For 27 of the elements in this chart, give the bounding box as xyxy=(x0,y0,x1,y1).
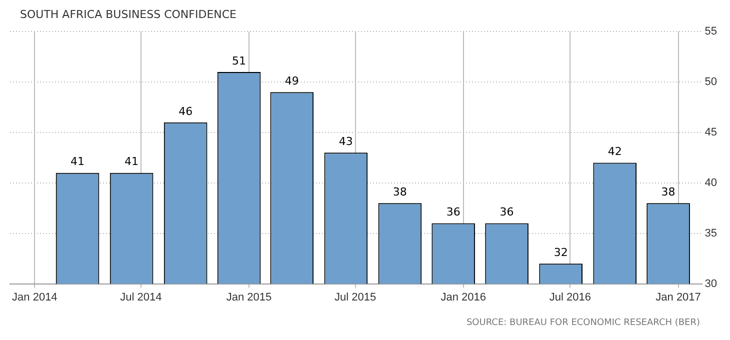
y-tick-label: 50 xyxy=(704,76,718,88)
y-tick-label: 30 xyxy=(704,278,718,290)
x-tick-label: Jan 2016 xyxy=(440,291,486,304)
data-label: 41 xyxy=(70,155,85,168)
data-label: 49 xyxy=(284,74,299,88)
data-label: 32 xyxy=(554,246,568,259)
data-label: 43 xyxy=(338,135,353,148)
data-label: 38 xyxy=(661,185,676,198)
y-tick-label: 35 xyxy=(704,227,718,240)
x-tick-label: Jul 2016 xyxy=(549,291,592,304)
y-tick-label: 40 xyxy=(704,176,718,189)
x-tick-label: Jul 2014 xyxy=(120,291,162,304)
data-label: 36 xyxy=(446,206,460,219)
data-label: 46 xyxy=(178,104,193,118)
x-tick-label: Jan 2014 xyxy=(12,291,58,304)
x-tick-label: Jan 2017 xyxy=(656,291,701,304)
source-note: SOURCE: BUREAU FOR ECONOMIC RESEARCH (BER) xyxy=(466,318,700,328)
data-label: 36 xyxy=(500,206,514,219)
data-label: 38 xyxy=(392,185,407,198)
y-tick-label: 45 xyxy=(704,126,718,139)
x-tick-label: Jul 2015 xyxy=(334,291,376,304)
data-label: 42 xyxy=(608,145,622,158)
chart-title: SOUTH AFRICA BUSINESS CONFIDENCE xyxy=(20,8,237,21)
data-label: 51 xyxy=(232,54,246,68)
data-label: 41 xyxy=(124,155,139,168)
x-tick-label: Jan 2015 xyxy=(226,291,272,304)
y-tick-label: 55 xyxy=(704,26,718,38)
